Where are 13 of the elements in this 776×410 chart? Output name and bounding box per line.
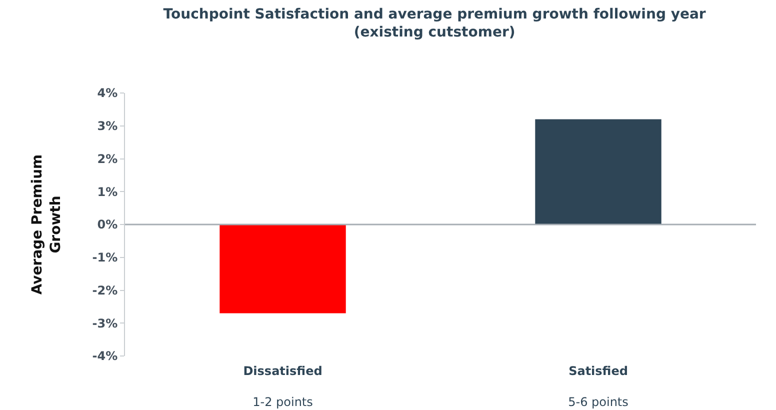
y-tick-label: 1% <box>97 184 118 199</box>
category-label: Satisfied 5-6 points <box>568 364 628 410</box>
y-axis-title: Average Premium Growth <box>30 154 64 295</box>
y-tick-label: -2% <box>92 283 118 298</box>
y-tick-label: -1% <box>92 250 118 265</box>
y-tick-label: -3% <box>92 316 118 330</box>
y-tick-label: 2% <box>97 152 118 166</box>
chart-title: Touchpoint Satisfaction and average premium growth following year (existing cutstomer) <box>163 6 706 41</box>
y-tick-label: -4% <box>92 349 118 364</box>
y-tick-label: 0% <box>97 218 118 232</box>
y-tick-label: 4% <box>97 86 118 100</box>
y-tick-label: 3% <box>97 119 118 134</box>
category-label: Dissatisfied 1-2 points <box>243 364 322 410</box>
